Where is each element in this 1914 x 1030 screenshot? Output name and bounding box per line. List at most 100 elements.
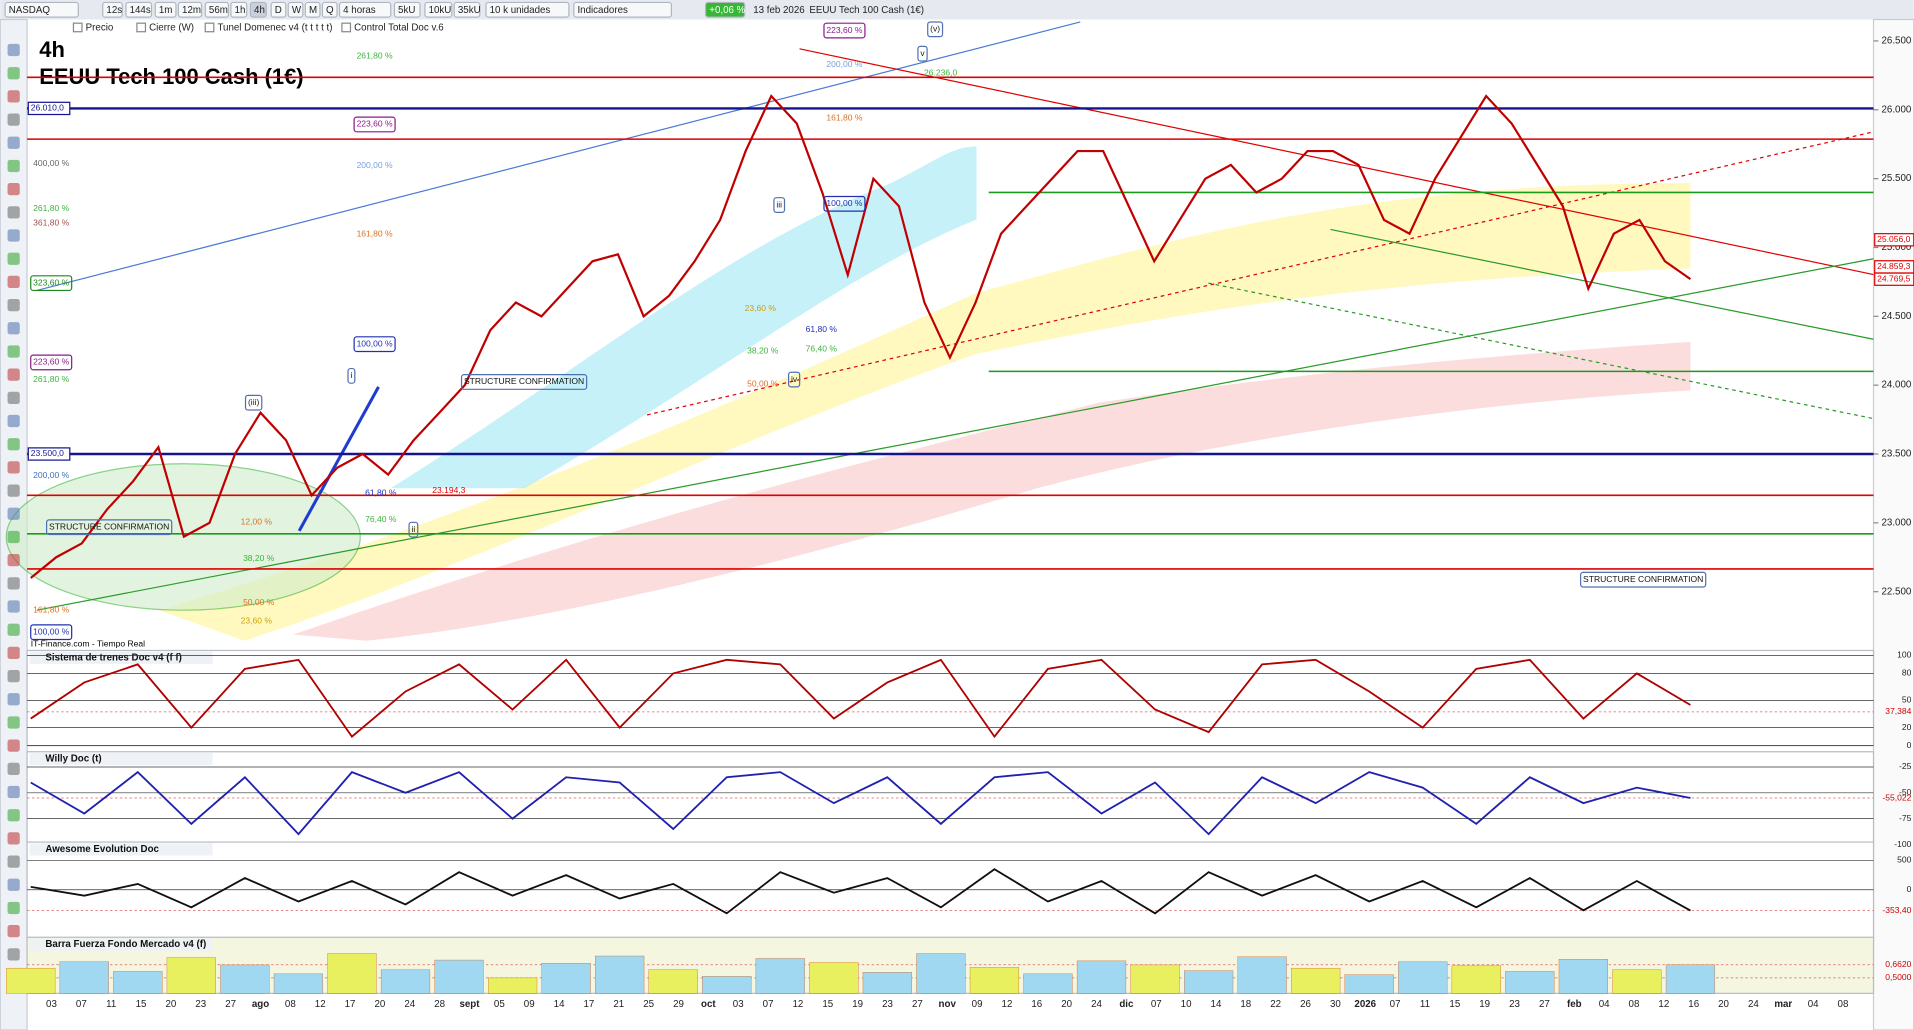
toolbar-button[interactable] bbox=[204, 1, 230, 18]
toolbar-label[interactable]: D bbox=[275, 5, 282, 16]
toolbar-button[interactable] bbox=[154, 1, 177, 18]
tool-icon[interactable] bbox=[7, 646, 20, 660]
tool-icon[interactable] bbox=[7, 438, 20, 451]
tool-icon[interactable] bbox=[7, 298, 20, 312]
tool-icon[interactable] bbox=[7, 925, 20, 938]
x-tick-label: 26 bbox=[1300, 999, 1311, 1010]
tool-icon[interactable] bbox=[7, 832, 20, 845]
toolbar-button[interactable] bbox=[270, 1, 287, 18]
toolbar-label[interactable]: 12m bbox=[182, 5, 201, 16]
x-tick-label: 17 bbox=[345, 999, 356, 1010]
toolbar-button[interactable] bbox=[573, 1, 673, 18]
toolbar-button[interactable] bbox=[125, 1, 153, 18]
toolbar-button[interactable] bbox=[704, 1, 746, 18]
tool-icon[interactable] bbox=[7, 669, 20, 683]
price-tag-label: 24.859,3 bbox=[1877, 261, 1910, 271]
tool-icon[interactable] bbox=[7, 948, 20, 961]
tool-icon[interactable] bbox=[7, 391, 20, 404]
toolbar-button[interactable] bbox=[321, 1, 338, 18]
tool-icon[interactable] bbox=[7, 507, 20, 520]
toolbar-button[interactable] bbox=[230, 1, 248, 18]
toolbar-button[interactable] bbox=[102, 1, 123, 18]
toolbar-label[interactable]: 4 horas bbox=[343, 5, 376, 16]
tool-icon[interactable] bbox=[7, 322, 20, 335]
toolbar-label[interactable]: 10kU bbox=[429, 5, 452, 16]
legend-checkbox[interactable] bbox=[341, 22, 352, 33]
tool-icon[interactable] bbox=[7, 206, 20, 219]
tool-icon[interactable] bbox=[7, 855, 20, 868]
panel-title: Sistema de trenes Doc v4 (f f) bbox=[45, 652, 182, 663]
strength-bar bbox=[1665, 964, 1716, 994]
toolbar-label[interactable]: 1h bbox=[235, 5, 246, 16]
toolbar-label[interactable]: 35kU bbox=[458, 5, 481, 16]
tool-icon[interactable] bbox=[7, 183, 20, 196]
tool-icon[interactable] bbox=[7, 693, 20, 706]
panel-tick-label: 37,384 bbox=[1885, 706, 1911, 716]
panel-tick-label: -75 bbox=[1899, 813, 1912, 823]
tool-icon[interactable] bbox=[7, 785, 20, 799]
tool-icon[interactable] bbox=[7, 345, 20, 358]
toolbar-button[interactable] bbox=[424, 1, 453, 18]
tool-icon[interactable] bbox=[7, 414, 20, 428]
toolbar-label[interactable]: EEUU Tech 100 Cash (1€) bbox=[809, 5, 924, 16]
strength-bar bbox=[1344, 974, 1394, 994]
tool-icon[interactable] bbox=[7, 484, 20, 497]
tool-icon[interactable] bbox=[7, 275, 20, 289]
toolbar-button[interactable] bbox=[177, 1, 203, 18]
tool-icon[interactable] bbox=[7, 90, 20, 103]
tool-icon[interactable] bbox=[7, 554, 20, 567]
tool-icon[interactable] bbox=[7, 577, 20, 590]
toolbar-label[interactable]: 4h bbox=[254, 5, 265, 16]
toolbar-button[interactable] bbox=[338, 1, 392, 18]
annotation: 161,80 % bbox=[357, 229, 393, 239]
toolbar-label[interactable]: 13 feb 2026 bbox=[753, 5, 805, 16]
toolbar-label[interactable]: 1m bbox=[159, 5, 173, 16]
toolbar-button[interactable] bbox=[287, 1, 304, 18]
toolbar-label[interactable]: Indicadores bbox=[577, 5, 628, 16]
toolbar-label[interactable]: NASDAQ bbox=[9, 5, 51, 16]
legend-checkbox[interactable] bbox=[136, 22, 147, 33]
tool-icon[interactable] bbox=[7, 878, 20, 891]
toolbar-label[interactable]: 56m bbox=[209, 5, 228, 16]
tool-icon[interactable] bbox=[7, 739, 20, 752]
tool-icon[interactable] bbox=[7, 600, 20, 613]
toolbar-button[interactable] bbox=[249, 1, 267, 18]
toolbar-label[interactable]: Q bbox=[326, 5, 334, 16]
toolbar-label[interactable]: W bbox=[292, 5, 302, 16]
legend-checkbox[interactable] bbox=[72, 22, 83, 33]
legend-label: Control Total Doc v.6 bbox=[354, 23, 444, 34]
toolbar-button[interactable] bbox=[4, 1, 79, 18]
toolbar-label[interactable]: 10 k unidades bbox=[490, 5, 551, 16]
legend-checkbox[interactable] bbox=[204, 22, 215, 33]
toolbar-button[interactable] bbox=[453, 1, 481, 18]
tool-icon[interactable] bbox=[7, 762, 20, 775]
tool-icon[interactable] bbox=[7, 159, 20, 173]
toolbar-button[interactable] bbox=[393, 1, 421, 18]
x-tick-label: 19 bbox=[1479, 999, 1490, 1010]
toolbar-label[interactable]: M bbox=[309, 5, 317, 16]
annotation-box bbox=[408, 521, 419, 538]
toolbar-label[interactable]: +0,06 % bbox=[709, 5, 745, 16]
tool-icon[interactable] bbox=[7, 809, 20, 822]
tool-icon[interactable] bbox=[7, 461, 20, 474]
strength-bar bbox=[1023, 973, 1073, 994]
toolbar-button[interactable] bbox=[304, 1, 321, 18]
tool-icon[interactable] bbox=[7, 113, 20, 126]
tool-icon[interactable] bbox=[7, 252, 20, 265]
toolbar-label[interactable]: 12s bbox=[106, 5, 122, 16]
tool-icon[interactable] bbox=[7, 229, 20, 242]
toolbar-label[interactable]: 5kU bbox=[398, 5, 415, 16]
tool-icon[interactable] bbox=[7, 623, 20, 636]
tool-icon[interactable] bbox=[7, 67, 20, 80]
annotation: ii bbox=[411, 524, 415, 534]
tool-icon[interactable] bbox=[7, 716, 20, 729]
tool-icon[interactable] bbox=[7, 43, 20, 57]
strength-bar bbox=[969, 967, 1020, 994]
y-tick-label: 26.000 bbox=[1882, 104, 1912, 115]
toolbar-button[interactable] bbox=[485, 1, 570, 18]
tool-icon[interactable] bbox=[7, 136, 20, 149]
tool-icon[interactable] bbox=[7, 530, 20, 544]
toolbar-label[interactable]: 144s bbox=[130, 5, 151, 16]
tool-icon[interactable] bbox=[7, 901, 20, 915]
tool-icon[interactable] bbox=[7, 368, 20, 381]
